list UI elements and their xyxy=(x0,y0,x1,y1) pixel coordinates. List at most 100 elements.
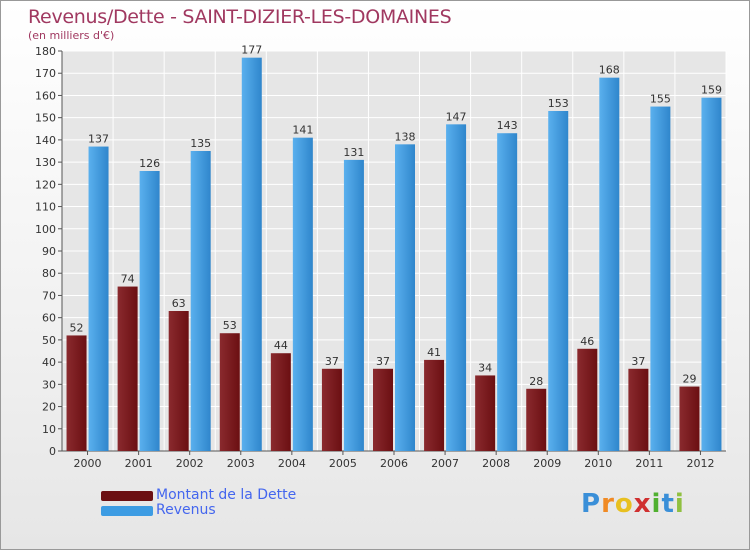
y-tick-label: 130 xyxy=(35,156,56,169)
x-tick-label: 2011 xyxy=(635,457,663,470)
logo-letter: P xyxy=(581,489,602,519)
bar-dette xyxy=(424,359,445,451)
data-label-revenus: 168 xyxy=(599,64,620,77)
chart-title: Revenus/Dette - SAINT-DIZIER-LES-DOMAINE… xyxy=(28,6,452,28)
proxiti-logo: Proxiti xyxy=(581,489,685,519)
bar-dette xyxy=(577,348,598,451)
data-label-dette: 34 xyxy=(478,361,492,374)
data-label-dette: 37 xyxy=(325,355,339,368)
bar-dette xyxy=(373,368,393,451)
data-label-dette: 28 xyxy=(529,375,543,388)
x-tick-label: 2012 xyxy=(686,457,714,470)
data-label-revenus: 137 xyxy=(88,133,109,146)
y-tick-label: 110 xyxy=(35,201,56,214)
x-tick-label: 2002 xyxy=(176,457,204,470)
bar-revenus xyxy=(241,57,262,452)
x-tick-label: 2008 xyxy=(482,457,510,470)
bar-dette xyxy=(321,368,342,451)
data-label-revenus: 155 xyxy=(650,93,671,106)
bar-revenus xyxy=(497,133,518,451)
data-label-revenus: 159 xyxy=(701,84,722,97)
y-tick-label: 40 xyxy=(42,356,56,369)
x-tick-label: 2001 xyxy=(125,457,153,470)
bar-revenus xyxy=(88,146,109,452)
y-tick-label: 50 xyxy=(42,334,56,347)
legend-swatch-dette xyxy=(101,491,153,501)
data-label-revenus: 126 xyxy=(139,157,160,170)
data-label-dette: 63 xyxy=(172,297,186,310)
y-tick-label: 0 xyxy=(49,445,56,458)
bar-dette xyxy=(679,386,700,451)
bar-revenus xyxy=(343,159,364,451)
logo-letter: r xyxy=(601,489,615,519)
data-label-dette: 46 xyxy=(580,335,594,348)
bar-revenus xyxy=(548,111,569,451)
logo-letter: i xyxy=(674,489,685,519)
data-label-revenus: 138 xyxy=(395,130,416,143)
y-tick-label: 150 xyxy=(35,112,56,125)
data-label-revenus: 143 xyxy=(497,119,518,132)
legend-label-revenus: Revenus xyxy=(156,502,216,518)
bar-dette xyxy=(219,333,240,451)
x-tick-label: 2010 xyxy=(584,457,612,470)
y-tick-label: 10 xyxy=(42,423,56,436)
logo-letter: i xyxy=(651,489,662,519)
legend-swatch-revenus xyxy=(101,506,153,516)
bar-dette xyxy=(475,375,496,451)
y-tick-label: 120 xyxy=(35,178,56,191)
x-tick-label: 2000 xyxy=(74,457,102,470)
y-tick-label: 100 xyxy=(35,223,56,236)
data-label-dette: 52 xyxy=(70,321,84,334)
bar-dette xyxy=(66,335,87,451)
x-tick-label: 2009 xyxy=(533,457,561,470)
bar-revenus xyxy=(292,137,313,451)
bar-dette xyxy=(117,286,138,451)
bar-revenus xyxy=(650,106,671,452)
bar-revenus xyxy=(139,171,160,451)
y-tick-label: 170 xyxy=(35,67,56,80)
bar-dette xyxy=(270,353,291,451)
x-tick-label: 2006 xyxy=(380,457,408,470)
bar-revenus xyxy=(701,97,722,452)
bar-revenus xyxy=(446,124,467,451)
bar-dette xyxy=(628,368,649,451)
logo-letter: o xyxy=(614,489,634,519)
x-tick-label: 2007 xyxy=(431,457,459,470)
data-label-dette: 37 xyxy=(376,355,390,368)
bar-dette xyxy=(168,311,189,451)
data-label-revenus: 147 xyxy=(446,110,467,123)
y-tick-label: 30 xyxy=(42,378,56,391)
y-tick-label: 20 xyxy=(42,401,56,414)
data-label-dette: 29 xyxy=(682,373,696,386)
data-label-revenus: 177 xyxy=(241,44,262,57)
bar-revenus xyxy=(599,77,620,452)
x-tick-label: 2004 xyxy=(278,457,306,470)
data-label-dette: 37 xyxy=(631,355,645,368)
y-tick-label: 180 xyxy=(35,45,56,58)
data-label-revenus: 131 xyxy=(343,146,364,159)
bar-revenus xyxy=(190,151,211,451)
data-label-revenus: 141 xyxy=(292,124,313,137)
legend-label-dette: Montant de la Dette xyxy=(156,487,297,503)
y-tick-label: 70 xyxy=(42,289,56,302)
x-tick-label: 2005 xyxy=(329,457,357,470)
data-label-revenus: 135 xyxy=(190,137,211,150)
data-label-revenus: 153 xyxy=(548,97,569,110)
data-label-dette: 41 xyxy=(427,346,441,359)
y-tick-label: 160 xyxy=(35,89,56,102)
bar-dette xyxy=(526,388,547,451)
y-tick-label: 60 xyxy=(42,312,56,325)
y-tick-label: 140 xyxy=(35,134,56,147)
logo-letter: t xyxy=(661,489,675,519)
y-tick-label: 80 xyxy=(42,267,56,280)
y-tick-label: 90 xyxy=(42,245,56,258)
data-label-dette: 44 xyxy=(274,339,288,352)
chart-subtitle: (en milliers d'€) xyxy=(28,29,115,42)
x-tick-label: 2003 xyxy=(227,457,255,470)
logo-letter: x xyxy=(633,489,652,519)
data-label-dette: 53 xyxy=(223,319,237,332)
data-label-dette: 74 xyxy=(121,273,135,286)
bar-revenus xyxy=(395,144,415,452)
